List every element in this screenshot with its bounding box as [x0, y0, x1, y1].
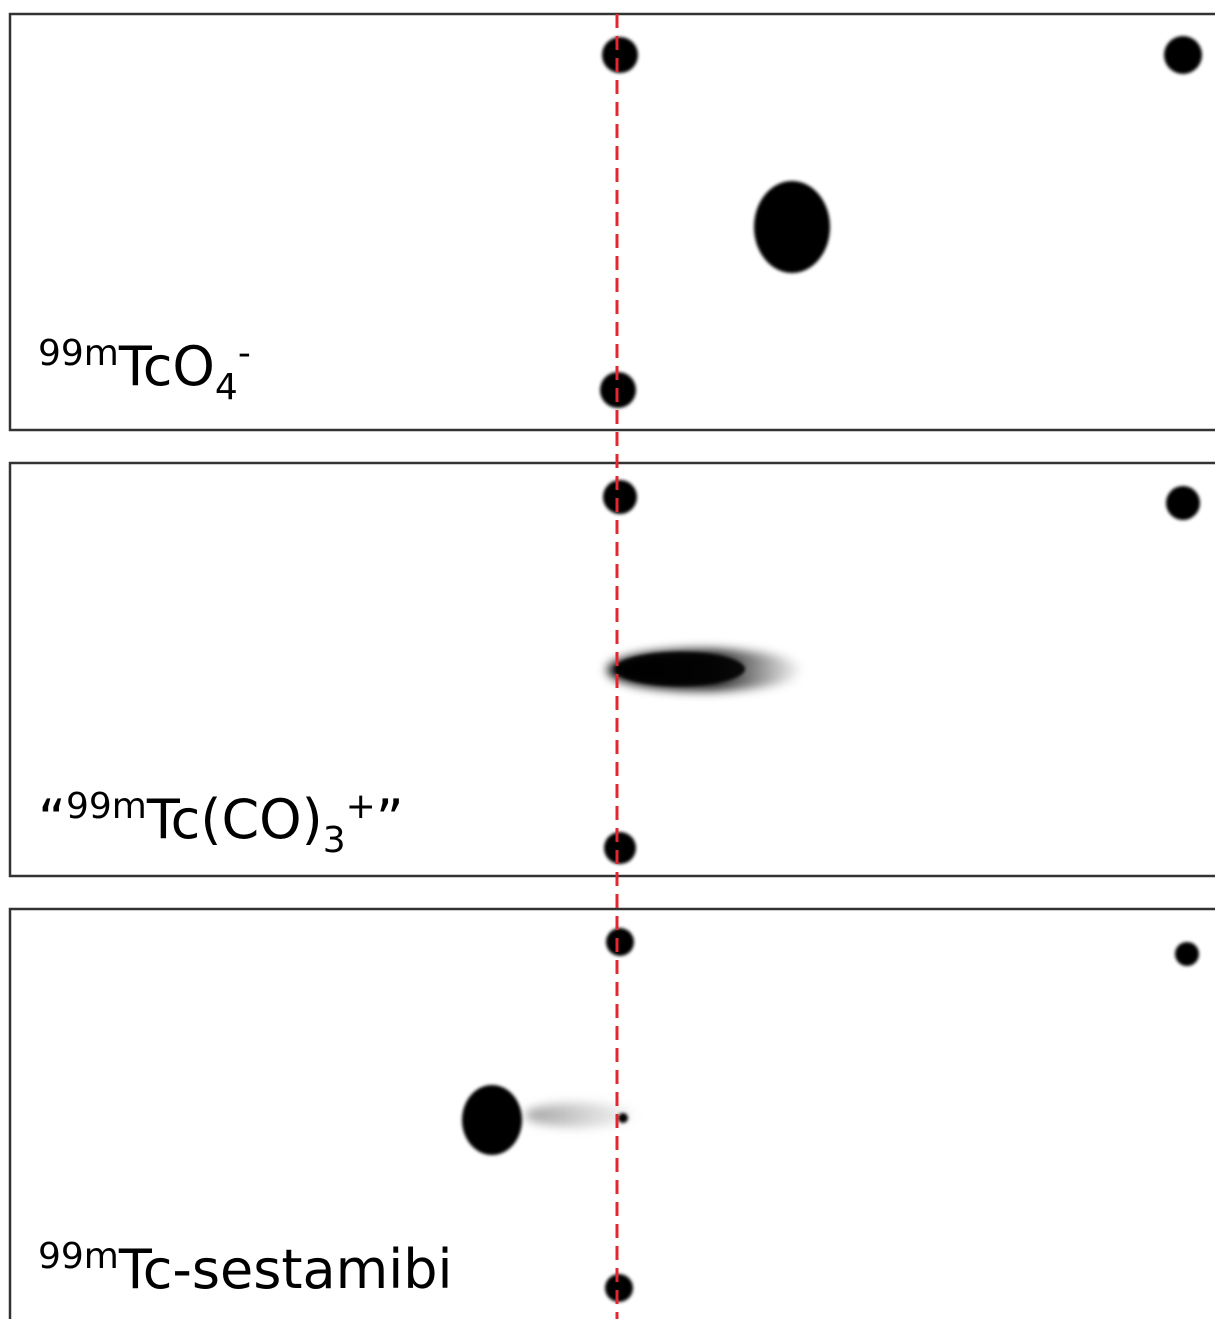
spot [603, 480, 637, 514]
page: {"panels": [ {"label": [{"text": "99m", … [0, 0, 1215, 1319]
label-part: ” [376, 788, 404, 851]
label-part: + [346, 786, 376, 827]
spot [604, 832, 636, 864]
spot [754, 181, 830, 273]
spot [606, 928, 634, 956]
label-part: 99m [38, 1236, 119, 1277]
spot [462, 1085, 522, 1155]
label-part: “ [38, 788, 66, 851]
label-part: 3 [323, 820, 346, 861]
figure: 99mTcO4- “99mTc(CO)3+” 99mTc-sestamibi [0, 0, 1215, 1319]
spot [618, 1113, 628, 1123]
panel-label: 99mTc-sestamibi [38, 1236, 453, 1301]
label-part: Tc-sestamibi [118, 1238, 453, 1301]
label-part: 99m [66, 786, 147, 827]
panel-label: “99mTc(CO)3+” [38, 786, 404, 861]
label-part: Tc(CO) [146, 788, 323, 851]
spot [602, 37, 638, 73]
spot [1175, 942, 1199, 966]
label-part: 4 [215, 367, 238, 408]
smear [615, 652, 745, 686]
spot [1164, 36, 1202, 74]
label-part: TcO [118, 335, 215, 398]
panel-label: 99mTcO4- [38, 333, 251, 408]
spot [1166, 486, 1200, 520]
spot [605, 1274, 633, 1302]
label-part: - [238, 333, 251, 374]
label-part: 99m [38, 333, 119, 374]
